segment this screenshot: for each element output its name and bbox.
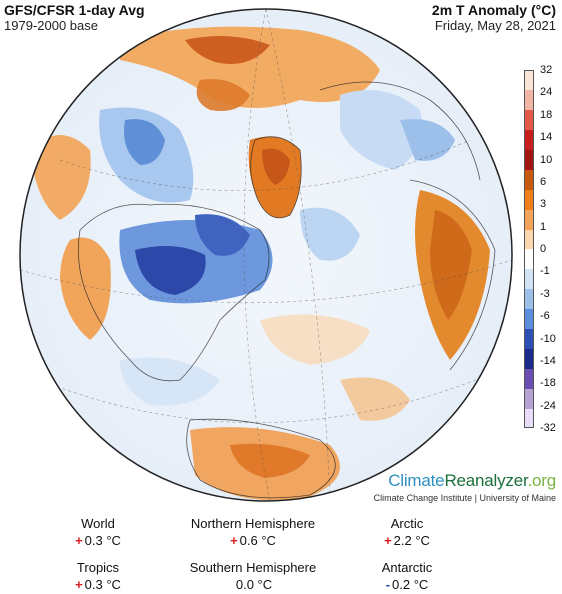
stat-value-row: +0.3 °C xyxy=(28,576,168,594)
brand-part-reanalyzer: Reanalyzer xyxy=(444,471,528,490)
stat-value-row: +0.6 °C xyxy=(183,532,323,550)
colorbar-swatch xyxy=(524,129,534,151)
stat-value: 2.2 °C xyxy=(393,533,430,548)
colorbar-swatch xyxy=(524,149,534,170)
stat-value-row: +0.3 °C xyxy=(28,532,168,550)
anomaly-siberia-hot xyxy=(185,36,270,64)
colorbar-swatch xyxy=(524,368,534,389)
stat-value: 0.2 °C xyxy=(392,577,429,592)
brand-subtitle: Climate Change Institute | University of… xyxy=(373,493,556,503)
colorbar-tick-label: 32 xyxy=(540,64,553,76)
colorbar-tick-label: -24 xyxy=(540,399,556,412)
colorbar-swatch xyxy=(524,249,534,270)
colorbar-tick-label: 14 xyxy=(540,131,553,144)
colorbar-tick-label: -18 xyxy=(540,377,556,390)
stat-sign: + xyxy=(75,577,83,592)
header-right: 2m T Anomaly (°C) Friday, May 28, 2021 xyxy=(432,2,556,34)
colorbar-swatch xyxy=(524,408,534,429)
anomaly-western-us-warm xyxy=(60,237,111,340)
colorbar-tick-label: 18 xyxy=(540,108,553,121)
stat-southern-hemisphere: Southern Hemisphere 0.0 °C xyxy=(183,560,323,594)
stat-label: Antarctic xyxy=(381,560,433,575)
colorbar-swatch xyxy=(524,209,534,230)
stat-value-row: +2.2 °C xyxy=(337,532,477,550)
colorbar-tick-label: 1 xyxy=(540,220,547,233)
stat-label: Tropics xyxy=(76,560,120,575)
stat-label: Arctic xyxy=(390,516,424,531)
stat-world: World +0.3 °C xyxy=(28,516,168,550)
colorbar-swatch xyxy=(524,89,534,111)
stat-tropics: Tropics +0.3 °C xyxy=(28,560,168,594)
stat-antarctic: Antarctic -0.2 °C xyxy=(337,560,477,594)
colorbar-legend: 32 24 18 14 10 6 3 1 0 -1 -3 -6 -10 -14 -18 -24 -32 xyxy=(520,65,556,434)
stat-arctic: Arctic +2.2 °C xyxy=(337,516,477,550)
colorbar-swatch xyxy=(524,268,534,290)
stat-value: 0.0 °C xyxy=(235,577,273,592)
stat-label: Southern Hemisphere xyxy=(189,560,317,575)
brand-part-climate: Climate xyxy=(388,471,445,490)
stat-value: 0.3 °C xyxy=(84,577,121,592)
colorbar-swatch xyxy=(524,388,534,409)
colorbar-swatch xyxy=(524,189,534,210)
stat-northern-hemisphere: Northern Hemisphere +0.6 °C xyxy=(183,516,323,550)
dataset-title: GFS/CFSR 1-day Avg xyxy=(4,2,145,18)
stat-value: 0.3 °C xyxy=(84,533,121,548)
header-left: GFS/CFSR 1-day Avg 1979-2000 base xyxy=(4,2,145,34)
colorbar-frame xyxy=(524,70,534,428)
colorbar-swatch xyxy=(524,308,534,330)
coastlines xyxy=(77,81,496,499)
stat-value-row: 0.0 °C xyxy=(183,576,323,594)
colorbar-tick-label: -10 xyxy=(540,332,556,345)
date-label: Friday, May 28, 2021 xyxy=(434,18,556,33)
colorbar-tick-label: 0 xyxy=(540,243,547,255)
stat-sign: + xyxy=(230,533,238,548)
colorbar-swatch xyxy=(524,70,534,91)
stat-sign: - xyxy=(385,577,391,592)
colorbar-tick-label: 6 xyxy=(540,175,547,188)
stat-value-row: -0.2 °C xyxy=(337,576,477,594)
colorbar-tick-label: -3 xyxy=(540,287,550,300)
anomaly-arctic-warm xyxy=(120,26,380,109)
branding: ClimateReanalyzer.org Climate Change Ins… xyxy=(373,471,557,504)
colorbar-swatch xyxy=(524,348,534,369)
colorbar-tick-label: -14 xyxy=(540,354,556,367)
colorbar-swatch xyxy=(524,169,534,190)
baseline-label: 1979-2000 base xyxy=(4,18,98,33)
brand-logo-text[interactable]: ClimateReanalyzer.org xyxy=(374,471,556,491)
brand-part-org: .org xyxy=(527,471,557,490)
colorbar-tick-label: 3 xyxy=(540,198,547,211)
colorbar-tick-label: -1 xyxy=(540,265,550,278)
colorbar-tick-label: -6 xyxy=(540,310,550,323)
colorbar-swatch xyxy=(524,109,534,131)
colorbar-tick-label: 24 xyxy=(540,86,553,99)
stat-sign: + xyxy=(384,533,392,548)
stat-label: World xyxy=(81,516,115,531)
colorbar-swatch xyxy=(524,328,534,349)
colorbar-swatch xyxy=(524,229,534,250)
colorbar-tick-label: 10 xyxy=(540,153,553,166)
stat-label: Northern Hemisphere xyxy=(190,516,316,531)
variable-title: 2m T Anomaly (°C) xyxy=(431,2,556,18)
stat-sign: + xyxy=(75,533,83,548)
colorbar-tick-label: -32 xyxy=(540,422,556,434)
stat-value: 0.6 °C xyxy=(239,533,276,548)
graticule xyxy=(20,9,512,501)
colorbar-swatch xyxy=(524,288,534,310)
